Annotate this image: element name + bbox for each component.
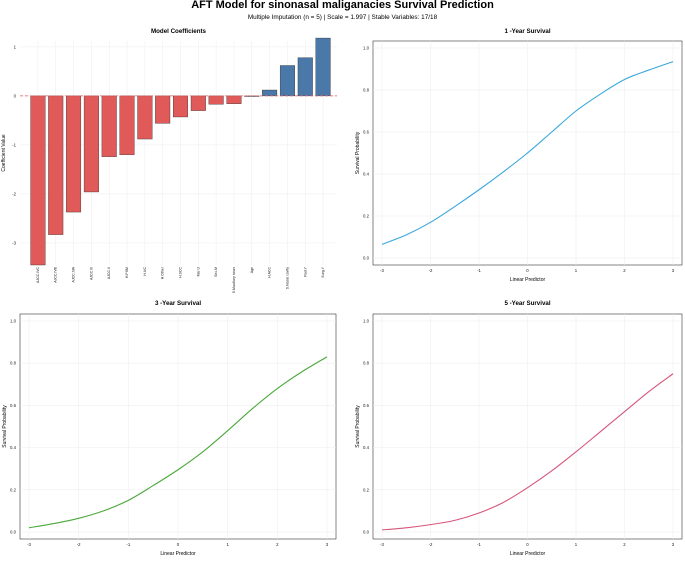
chart-y1: 1 -Year Survival -3 -2 -1 0 1 2 3 0.0 0.2 0.4 0.6 0.…	[355, 28, 683, 283]
chart-y3: 3 -Year Survival -3 -2 -1 0 1 2 3 0.0 0.2 0.4 0.6 0.…	[2, 300, 337, 557]
y-tick-label: 0.8	[363, 361, 370, 366]
chart-title: 1 -Year Survival	[504, 28, 550, 35]
bar	[155, 95, 171, 124]
y-tick-label: 0.0	[10, 530, 17, 535]
category-label: Age	[250, 267, 254, 273]
survival-curve	[381, 61, 674, 245]
y-tick-label: 0.0	[363, 256, 370, 261]
y-tick-label: 0.6	[10, 403, 17, 408]
x-tick-label: -2	[429, 268, 433, 273]
category-label: H.UC	[143, 267, 147, 276]
figure-title: AFT Model for sinonasal maliganacies Sur…	[191, 0, 494, 11]
y-tick-label: 1.0	[363, 46, 370, 51]
figure-subtitle: Multiple Imputation (n = 5) | Scale = 1.…	[248, 14, 438, 21]
y-tick-label: 1.0	[10, 319, 17, 324]
bar	[297, 57, 313, 97]
y-tick-label: 0.6	[363, 403, 370, 408]
x-tick-label: -3	[380, 542, 384, 547]
category-label: AJCC.II	[107, 267, 111, 279]
category-label: AJCC.IVA	[72, 266, 76, 282]
y-axis-label: Survival Probability	[355, 405, 361, 448]
category-label: S.Maxillary sinus	[232, 267, 236, 294]
chart-title: 5 -Year Survival	[504, 300, 550, 307]
x-tick-label: 1	[575, 268, 578, 273]
category-label: H.Other	[161, 266, 165, 279]
category-label: H.SCC	[179, 267, 183, 278]
survival-curve	[381, 373, 674, 531]
chart-title: Model Coefficients	[151, 28, 207, 35]
y-tick-label: 0.8	[10, 361, 17, 366]
category-label: Sex.M	[214, 267, 218, 277]
x-axis-label: Linear Predictor	[160, 551, 196, 557]
y-tick-label: 0	[14, 93, 17, 98]
y-tick-label: 1.0	[363, 319, 370, 324]
chart-panels: Model Coefficients -3 -2 -1 0 1 AJCC.IVC AJCC.I…	[1, 28, 683, 557]
y-tick-label: 0.4	[363, 172, 370, 177]
x-tick-label: 1	[226, 542, 229, 547]
y-tick-label: 0.2	[363, 214, 370, 219]
category-label: Surg.Y	[321, 266, 325, 277]
y-tick-label: 0.4	[10, 445, 17, 450]
bar	[226, 95, 242, 104]
category-label: AJCC.IVB	[54, 266, 58, 282]
x-tick-label: -1	[477, 542, 481, 547]
bar	[66, 95, 82, 213]
y-tick-label: -2	[12, 191, 16, 196]
category-label: AJCC.IVC	[36, 267, 40, 283]
x-tick-label: 0	[177, 542, 180, 547]
x-tick-label: 1	[575, 542, 578, 547]
bar	[48, 95, 64, 235]
x-tick-label: 2	[623, 268, 626, 273]
bar	[173, 95, 188, 118]
x-axis-label: Linear Predictor	[510, 551, 546, 557]
category-label: AJCC.III	[89, 267, 93, 280]
category-label: H.PSM	[125, 267, 129, 278]
bar	[208, 95, 224, 105]
category-label: S.Nasal cavity	[285, 267, 289, 289]
bar	[101, 95, 117, 157]
chart-y5: 5 -Year Survival -3 -2 -1 0 1 2 3 0.0 0.2 0.4 0.6 0.…	[355, 300, 683, 557]
chart-coef: Model Coefficients -3 -2 -1 0 1 AJCC.IVC AJCC.I…	[1, 28, 337, 293]
x-tick-label: -3	[380, 268, 384, 273]
bar	[30, 95, 46, 266]
y-tick-label: 0.8	[363, 88, 370, 93]
x-tick-label: 0	[526, 542, 529, 547]
x-tick-label: 0	[526, 268, 529, 273]
y-tick-label: 0.0	[363, 530, 370, 535]
x-tick-label: -1	[477, 268, 481, 273]
bar	[315, 37, 331, 97]
y-tick-label: 0.6	[363, 130, 370, 135]
x-tick-label: 2	[623, 542, 626, 547]
category-label: Rad.Y	[303, 266, 307, 276]
bar	[83, 95, 99, 193]
y-axis-label: Survival Probability	[2, 405, 8, 448]
y-tick-label: 0.2	[363, 487, 370, 492]
bar	[262, 89, 278, 97]
y-tick-label: -1	[12, 142, 16, 147]
y-tick-label: -3	[12, 240, 16, 245]
x-tick-label: 3	[672, 268, 675, 273]
category-label: Mar.U	[196, 267, 200, 277]
bar	[119, 95, 135, 155]
x-tick-label: 3	[326, 542, 329, 547]
x-tick-label: 3	[672, 542, 675, 547]
x-tick-label: 2	[276, 542, 279, 547]
bar	[190, 95, 206, 111]
x-tick-label: -2	[429, 542, 433, 547]
survival-curve	[28, 356, 328, 529]
x-tick-label: -1	[126, 542, 130, 547]
y-tick-label: 1	[14, 44, 17, 49]
x-tick-label: -2	[77, 542, 81, 547]
y-axis-label: Coefficient Value	[1, 134, 7, 172]
x-axis-label: Linear Predictor	[510, 277, 546, 283]
y-tick-label: 0.4	[363, 445, 370, 450]
category-label: H.ACC	[268, 267, 272, 278]
y-tick-label: 0.2	[10, 487, 17, 492]
y-axis-label: Survival Probability	[355, 131, 361, 174]
chart-title: 3 -Year Survival	[155, 300, 201, 307]
x-tick-label: -3	[27, 542, 31, 547]
bar	[279, 65, 295, 97]
bar	[137, 95, 153, 140]
